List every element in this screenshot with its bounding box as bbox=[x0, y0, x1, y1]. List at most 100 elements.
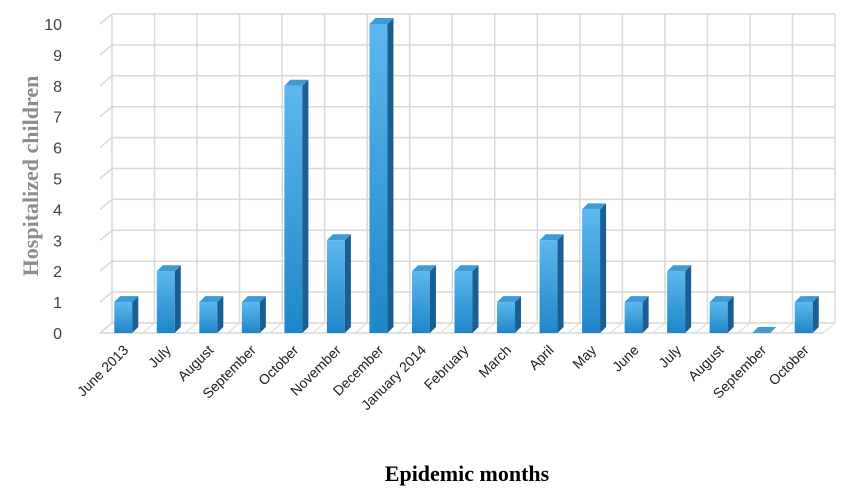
bar-side bbox=[217, 296, 224, 333]
bar-front bbox=[199, 302, 218, 333]
bar-front bbox=[582, 209, 601, 333]
bar-front bbox=[156, 271, 175, 333]
floor-line bbox=[312, 322, 325, 334]
bar-side bbox=[557, 234, 564, 333]
bar bbox=[326, 234, 351, 333]
bar-top bbox=[624, 296, 649, 303]
bar-top bbox=[326, 234, 351, 241]
gridline-side bbox=[99, 260, 113, 272]
bar-side bbox=[727, 296, 734, 333]
floor-line bbox=[524, 322, 538, 334]
bar bbox=[114, 296, 139, 333]
bar-side bbox=[429, 265, 436, 333]
bar-front bbox=[497, 302, 516, 333]
floor-line bbox=[737, 322, 751, 334]
floor-line bbox=[482, 322, 496, 334]
bar-top bbox=[241, 296, 266, 303]
bar bbox=[709, 296, 734, 333]
y-tick-label: 7 bbox=[53, 110, 62, 127]
bar-top bbox=[199, 296, 224, 303]
bar-side bbox=[685, 265, 692, 333]
bar-side bbox=[600, 203, 607, 333]
bar-front bbox=[326, 240, 345, 333]
bar bbox=[582, 203, 607, 333]
gridline-side bbox=[99, 106, 113, 118]
x-category-label: February bbox=[421, 342, 472, 393]
bar-side bbox=[302, 79, 309, 333]
bar bbox=[667, 265, 692, 333]
bar-front bbox=[284, 85, 303, 333]
bar bbox=[752, 327, 777, 333]
y-tick-label: 9 bbox=[53, 48, 62, 65]
y-axis-title: Hospitalized children bbox=[18, 76, 43, 277]
bar-top bbox=[667, 265, 692, 272]
floor-line bbox=[142, 322, 155, 334]
bar bbox=[284, 79, 309, 333]
gridline-side bbox=[99, 198, 113, 210]
bar bbox=[241, 296, 266, 333]
bar bbox=[199, 296, 224, 333]
bar-top bbox=[284, 79, 309, 86]
floor-line bbox=[227, 322, 240, 334]
y-tick-label: 2 bbox=[53, 264, 62, 281]
y-axis-ticks: 0 1 2 3 4 5 6 7 8 9 10 bbox=[44, 17, 62, 343]
bar-top bbox=[497, 296, 522, 303]
bar-side bbox=[132, 296, 139, 333]
bar-side bbox=[344, 234, 351, 333]
bar bbox=[497, 296, 522, 333]
bar-top bbox=[582, 203, 607, 210]
x-category-label: August bbox=[685, 342, 727, 384]
floor-line bbox=[354, 322, 368, 334]
bar-front bbox=[114, 302, 133, 333]
bar-side bbox=[812, 296, 819, 333]
y-tick-label: 10 bbox=[44, 17, 62, 34]
floor-line bbox=[695, 322, 708, 334]
bar-front bbox=[794, 302, 813, 333]
bar-top bbox=[411, 265, 436, 272]
bar-top bbox=[114, 296, 139, 303]
y-tick-label: 1 bbox=[53, 295, 62, 312]
bar-front bbox=[454, 271, 473, 333]
gridlines bbox=[99, 13, 836, 334]
bar-side bbox=[515, 296, 522, 333]
bar bbox=[539, 234, 564, 333]
bar-top bbox=[794, 296, 819, 303]
floor-line bbox=[184, 322, 198, 334]
y-tick-label: 0 bbox=[53, 326, 62, 343]
bar-top bbox=[454, 265, 479, 272]
bar bbox=[156, 265, 181, 333]
floor-line bbox=[99, 322, 113, 334]
bar-side bbox=[387, 18, 394, 333]
gridline-side bbox=[99, 137, 113, 149]
bar bbox=[624, 296, 649, 333]
y-tick-label: 5 bbox=[53, 172, 62, 189]
x-axis-title: Epidemic months bbox=[385, 461, 550, 486]
floor-line bbox=[269, 322, 283, 334]
bar-top bbox=[539, 234, 564, 241]
bar-top bbox=[156, 265, 181, 272]
gridline-side bbox=[99, 167, 113, 180]
x-category-label: June 2013 bbox=[74, 342, 132, 400]
bar-top bbox=[369, 18, 394, 24]
x-category-label: June bbox=[609, 342, 642, 375]
bar bbox=[794, 296, 819, 333]
x-category-label: March bbox=[475, 342, 514, 381]
bar-side bbox=[642, 296, 649, 333]
gridline-side bbox=[99, 75, 113, 87]
gridline-side bbox=[99, 291, 113, 303]
gridline-side bbox=[99, 13, 113, 25]
x-category-label: July bbox=[145, 342, 174, 371]
bar-front bbox=[624, 302, 643, 333]
floor-line bbox=[397, 322, 411, 334]
bar bbox=[411, 265, 436, 333]
gridline-side bbox=[99, 229, 113, 241]
bar-front bbox=[369, 24, 388, 333]
floor-line bbox=[652, 322, 666, 334]
x-category-label: May bbox=[569, 342, 599, 372]
y-tick-label: 3 bbox=[53, 233, 62, 250]
floor-line bbox=[780, 322, 793, 334]
x-category-label: August bbox=[174, 342, 216, 384]
bar-front bbox=[241, 302, 260, 333]
floor-line bbox=[610, 322, 623, 334]
